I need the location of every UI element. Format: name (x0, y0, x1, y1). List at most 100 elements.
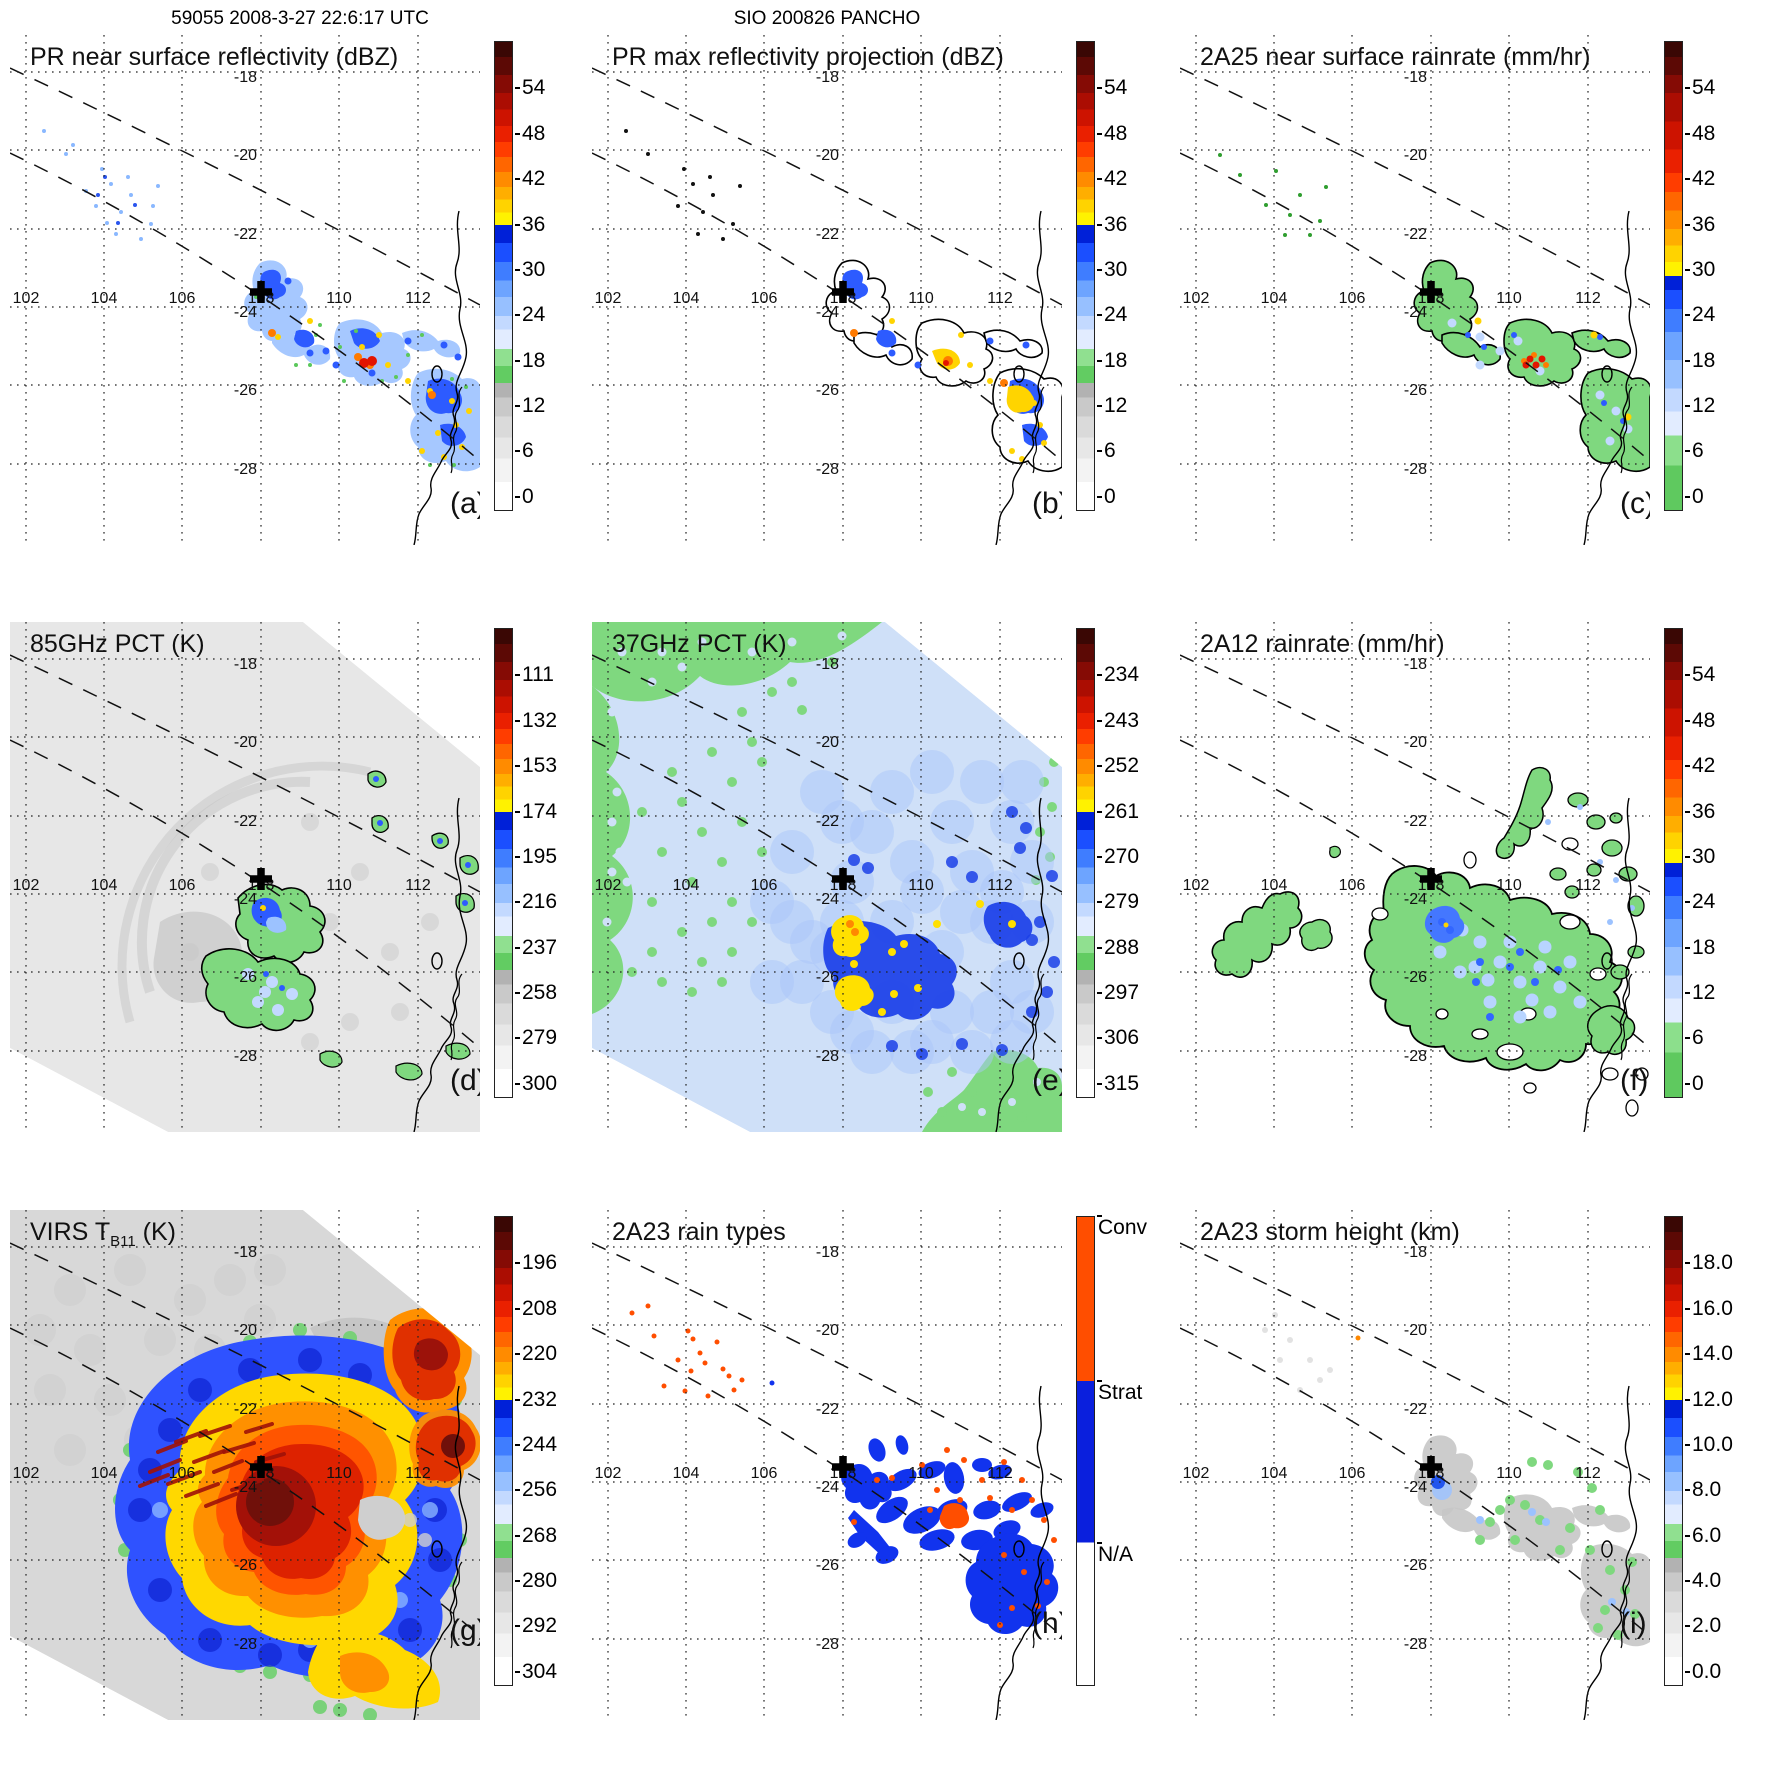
data-dot (1008, 1098, 1016, 1106)
colorbar-tick (515, 946, 520, 949)
data-dot (878, 1008, 886, 1016)
colorbar-tick (515, 1037, 520, 1040)
swath-edge-upper (1180, 654, 1650, 893)
data-dot (404, 337, 412, 345)
colorbar-tick-label: 306 (1104, 1026, 1140, 1050)
data-dot (1495, 346, 1505, 356)
data-blob (1627, 945, 1645, 959)
data-blob (1503, 318, 1582, 387)
axis-labels: 102 104 106 108 110 112-18-20-22-24-26-28 (1183, 656, 1601, 1065)
data-dot (714, 1339, 720, 1345)
axis-labels: 102 104 106 108 110 112-18-20-22-24-26-28 (1183, 1244, 1601, 1653)
data-dot (272, 1004, 284, 1016)
colorbar-h (1076, 1216, 1095, 1686)
data-dot (258, 1643, 282, 1667)
colorbar-tick-label: 48 (1692, 121, 1716, 145)
coastline-inlet (1032, 386, 1045, 474)
data-dot (238, 1358, 262, 1382)
data-dot (1327, 1367, 1333, 1373)
coastline (413, 1385, 468, 1720)
map-i: 102 104 106 108 110 112-18-20-22-24-26-282A23… (1180, 1210, 1650, 1720)
lat-label: -22 (234, 226, 257, 243)
colorbar-tick-label: 288 (1104, 935, 1140, 959)
data-dot (1001, 1459, 1007, 1465)
panel-letter: (c) (1620, 487, 1650, 520)
axis-labels: 102 104 106 108 110 112-18-20-22-24-26-28 (13, 1244, 431, 1653)
data-dot (188, 1378, 212, 1402)
colorbar-tick-label: 279 (1104, 890, 1140, 914)
lat-label: -18 (1404, 1244, 1427, 1261)
colorbar-tick-label: 18 (1692, 348, 1716, 372)
data-dot (1542, 1518, 1550, 1526)
data-layer (24, 1254, 480, 1720)
colorbar-tick-label: 16.0 (1692, 1296, 1733, 1320)
data-dot (1433, 945, 1447, 959)
colorbar-tick-label: 297 (1104, 981, 1140, 1005)
data-dot (342, 379, 346, 383)
data-dot (1525, 993, 1539, 1007)
streak-line (230, 1478, 264, 1492)
colorbar-f (1664, 628, 1683, 1098)
colorbar-tick-label: 24 (522, 303, 546, 327)
lat-label: -24 (1404, 304, 1427, 321)
data-dot (690, 1336, 696, 1342)
data-blob (340, 1652, 390, 1693)
colorbar-tick (1685, 810, 1690, 813)
coastline-inlet (450, 973, 463, 1061)
colorbar-tick (515, 810, 520, 813)
colorbar-b (1076, 41, 1095, 511)
swath-edge-upper (592, 67, 1062, 306)
lat-label: -26 (1404, 1557, 1427, 1574)
colorbar-tick (1685, 1307, 1690, 1310)
colorbar-tick (1097, 223, 1102, 226)
data-dot (697, 827, 707, 837)
streak-line (212, 1459, 244, 1474)
colorbar-tick-label: 48 (1692, 708, 1716, 732)
data-dot (958, 1103, 966, 1111)
lat-label: -28 (1404, 461, 1427, 478)
colorbar-tick-label: 12 (1692, 981, 1716, 1005)
lat-label: -20 (816, 147, 839, 164)
data-dot (1555, 1545, 1565, 1555)
data-blob (1006, 385, 1035, 413)
coastline (1583, 1385, 1638, 1720)
colorbar-tick-label: 12 (522, 394, 546, 418)
data-dot (133, 203, 137, 207)
colorbar-tick (1685, 314, 1690, 317)
no-data-corner (303, 1210, 480, 1355)
panel-title: 2A23 storm height (km) (1200, 1218, 1460, 1246)
panel-title: 2A23 rain types (612, 1218, 786, 1246)
lon-label: 104 (673, 1465, 700, 1482)
data-dot (677, 662, 687, 672)
data-dot (338, 345, 342, 349)
data-dot (368, 369, 376, 377)
colorbar-tick-label: 54 (1692, 663, 1716, 687)
data-dot (398, 1618, 422, 1642)
data-layer (592, 622, 1062, 1132)
data-dot (950, 1030, 994, 1074)
colorbar-tick-label: 2.0 (1692, 1614, 1722, 1638)
data-dot (846, 920, 854, 928)
map-hole (1601, 1067, 1619, 1081)
colorbar-tick-label: 6 (1104, 439, 1116, 463)
axis-labels: 102 104 106 108 110 112-18-20-22-24-26-28 (1183, 69, 1601, 478)
lon-label: 110 (1496, 1465, 1522, 1482)
data-blob (903, 1506, 941, 1534)
colorbar-tick (515, 132, 520, 135)
data-dot (359, 344, 365, 350)
colorbar-tick (1685, 1398, 1690, 1401)
colorbar-tick (1685, 1082, 1690, 1085)
lat-label: -18 (234, 69, 257, 86)
colorbar-tick-label: 243 (1104, 708, 1140, 732)
data-dot (452, 463, 456, 467)
lon-label: 106 (751, 877, 778, 894)
data-dot (622, 877, 632, 887)
colorbar-tick-label: 18 (522, 348, 546, 372)
colorbar-tick (515, 1307, 520, 1310)
data-dot (1447, 318, 1457, 328)
data-dot (318, 323, 322, 327)
data-dot (1563, 955, 1577, 969)
colorbar-tick (1685, 1353, 1690, 1356)
data-dot (418, 1533, 432, 1547)
